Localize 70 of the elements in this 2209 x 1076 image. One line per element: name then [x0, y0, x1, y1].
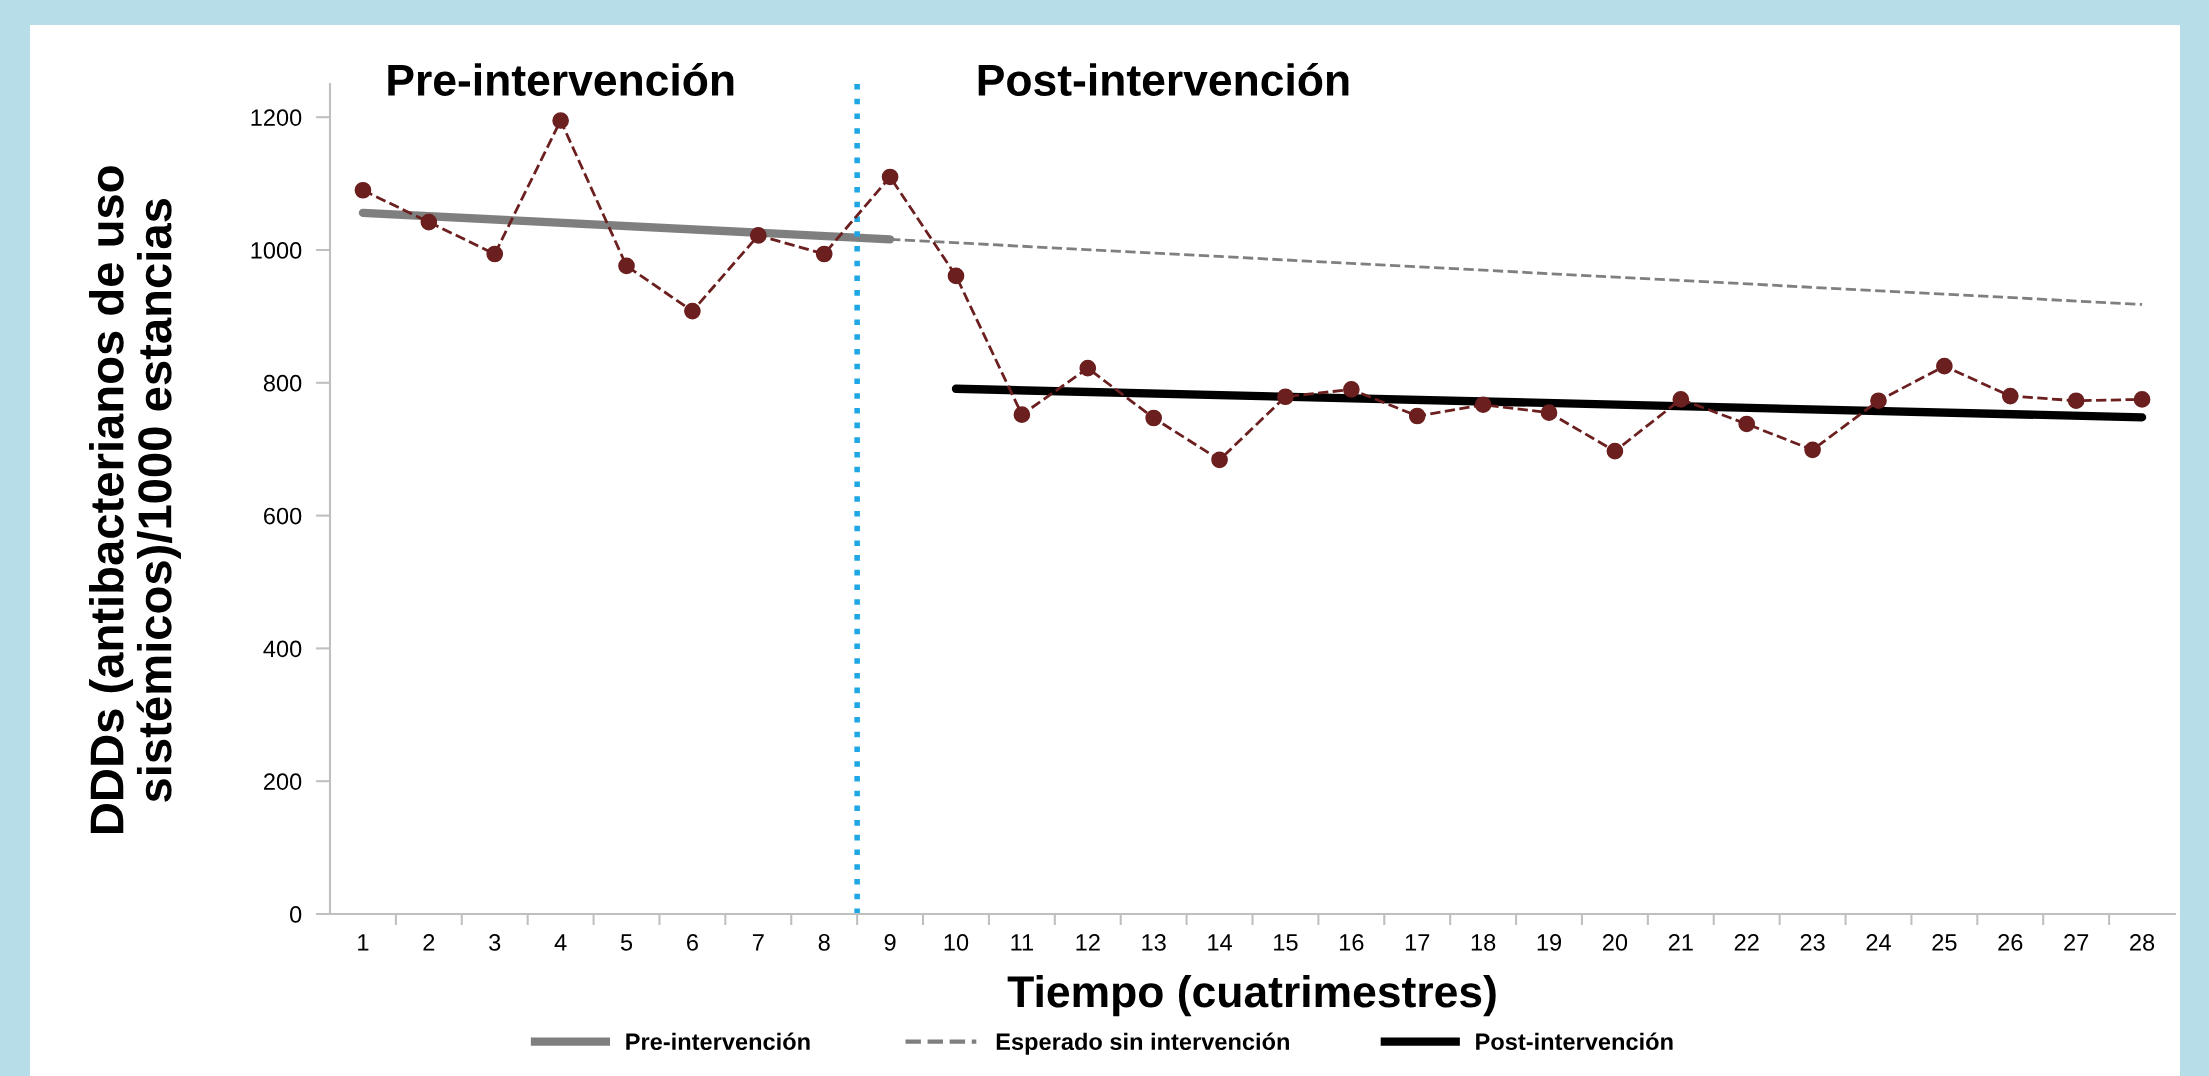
point — [1474, 396, 1492, 414]
x-tick-label: 13 — [1142, 934, 1166, 951]
x-tick-label: 22 — [1734, 934, 1759, 951]
x-tick-label: 20 — [1602, 934, 1628, 951]
point — [1145, 409, 1162, 427]
point — [1936, 357, 1953, 375]
legend-label: Pre-intervención — [626, 1032, 810, 1051]
point — [1738, 415, 1756, 433]
x-tick-label: 7 — [752, 934, 764, 951]
point — [486, 245, 504, 263]
x-tick-label: 1 — [358, 934, 369, 951]
point — [1211, 451, 1228, 469]
point — [1277, 388, 1294, 406]
point — [881, 168, 899, 186]
x-tick-label: 17 — [1405, 934, 1430, 951]
x-tick-label: 8 — [818, 934, 830, 951]
y-tick-label: 800 — [263, 374, 302, 392]
y-tick-label: 400 — [263, 640, 302, 658]
point — [354, 181, 372, 199]
point — [1343, 381, 1360, 398]
point — [2001, 387, 2019, 405]
point — [947, 267, 965, 285]
legend-label: Post-intervención — [1476, 1032, 1673, 1051]
point — [1804, 441, 1821, 459]
point — [1079, 359, 1097, 377]
x-tick-label: 9 — [884, 934, 896, 951]
x-tick-label: 25 — [1932, 934, 1957, 951]
x-tick-label: 5 — [620, 934, 633, 951]
x-tick-label: 4 — [554, 934, 567, 951]
x-tick-label: 11 — [1011, 934, 1033, 951]
x-tick-label: 18 — [1471, 934, 1496, 951]
point — [2133, 391, 2151, 408]
x-tick-label: 19 — [1537, 934, 1562, 951]
point — [815, 245, 833, 263]
y-tick-label: 1000 — [251, 242, 302, 259]
point — [1408, 407, 1426, 425]
annotation: Post-intervención — [978, 62, 1349, 96]
y-tick-label: 1200 — [251, 109, 302, 126]
annotation: Pre-intervención — [388, 62, 734, 96]
x-tick-label: 14 — [1208, 934, 1232, 951]
x-tick-label: 23 — [1800, 934, 1825, 951]
point — [1540, 404, 1558, 422]
x-axis-title: Tiempo (cuatrimestres) — [1007, 974, 1496, 1017]
x-tick-label: 6 — [687, 934, 698, 951]
y-tick-label: 200 — [264, 773, 302, 790]
x-tick-label: 28 — [2130, 934, 2155, 951]
x-tick-label: 3 — [489, 934, 501, 951]
x-tick-label: 12 — [1076, 934, 1100, 951]
x-tick-label: 10 — [944, 934, 969, 951]
y-axis-title: DDDs (antibacterianos de uso sistémicos)/1000 estancias — [89, 166, 181, 834]
point — [1672, 391, 1690, 408]
x-tick-label: 24 — [1866, 934, 1891, 951]
x-tick-label: 26 — [1998, 934, 2023, 951]
x-tick-label: 21 — [1668, 934, 1693, 951]
point — [420, 213, 438, 231]
point — [1013, 406, 1031, 424]
point — [684, 302, 701, 320]
point — [618, 257, 635, 275]
x-tick-label: 27 — [2064, 934, 2089, 951]
legend-label: Esperado sin intervención — [996, 1032, 1289, 1055]
x-tick-label: 15 — [1274, 934, 1298, 951]
x-tick-label: 2 — [423, 934, 435, 951]
point — [1870, 392, 1887, 410]
point — [1606, 442, 1624, 460]
point — [552, 112, 569, 129]
y-tick-label: 0 — [290, 906, 302, 923]
point — [749, 227, 767, 244]
y-tick-label: 600 — [264, 507, 302, 525]
point — [2067, 392, 2085, 410]
x-tick-label: 16 — [1340, 934, 1364, 951]
